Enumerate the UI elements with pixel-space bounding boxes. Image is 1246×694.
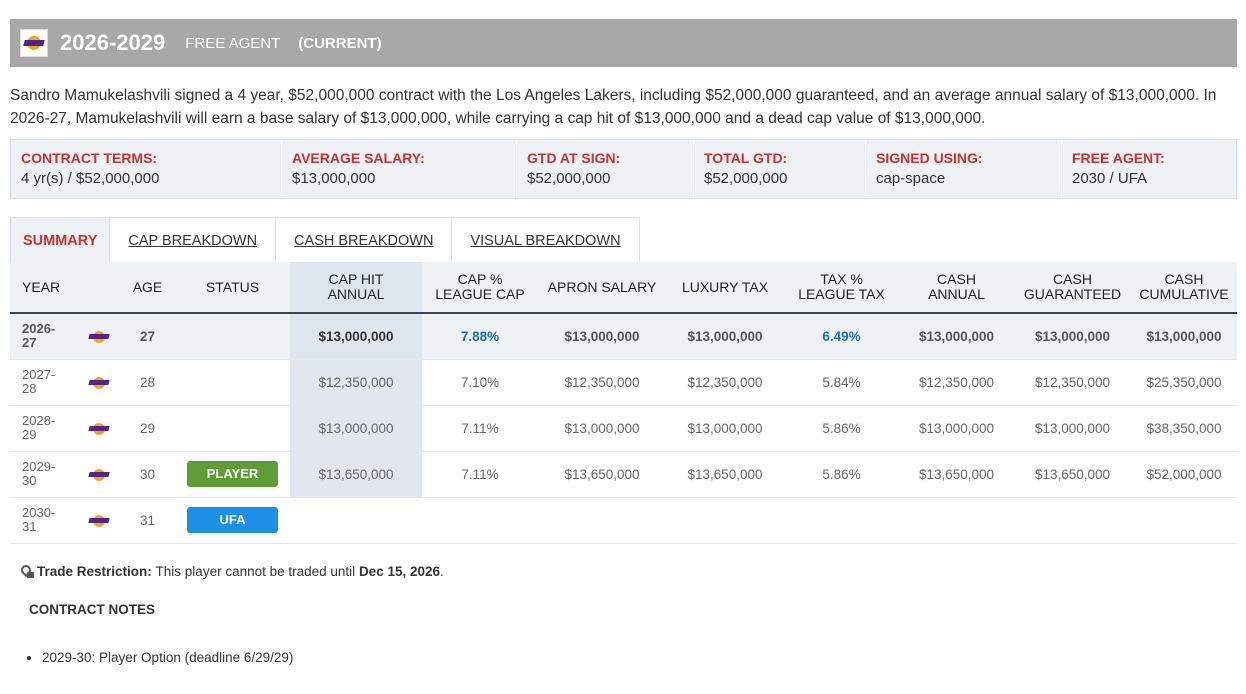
- row-cash-annual: $13,650,000: [899, 451, 1014, 498]
- table-header: YEAR AGE STATUS CAP HIT ANNUAL CAP % LEAGU…: [10, 262, 1237, 314]
- row-luxury-tax: $13,000,000: [666, 405, 784, 452]
- col-cap-hit: CAP HIT ANNUAL: [290, 262, 422, 314]
- table-row: 2029- 30 30 PLAYER $13,650,000 7.11% $13,…: [10, 451, 1237, 498]
- col-status: STATUS: [175, 262, 290, 314]
- col-luxury-tax: LUXURY TAX: [666, 262, 784, 314]
- contract-notes-title: CONTRACT NOTES: [29, 602, 155, 617]
- row-cash-cumulative: $25,350,000: [1131, 359, 1237, 406]
- row-year: 2028- 29: [10, 405, 78, 452]
- term-gtd-at-sign: GTD AT SIGN: $52,000,000: [517, 140, 694, 198]
- row-cap-pct: 7.10%: [422, 359, 538, 406]
- row-age: 29: [120, 405, 175, 452]
- row-age: 28: [120, 359, 175, 406]
- term-average-salary: AVERAGE SALARY: $13,000,000: [282, 140, 517, 198]
- row-apron: $13,650,000: [538, 451, 666, 498]
- row-year: 2029- 30: [10, 451, 78, 498]
- row-apron: $12,350,000: [538, 359, 666, 406]
- row-cap-hit: $13,650,000: [290, 451, 422, 498]
- row-cash-guaranteed: $13,650,000: [1014, 451, 1131, 498]
- row-tax-pct: 5.86%: [784, 405, 899, 452]
- tab-visual-breakdown[interactable]: VISUAL BREAKDOWN: [470, 232, 621, 249]
- lakers-logo-icon: [78, 313, 120, 360]
- table-row: 2028- 29 29 $13,000,000 7.11% $13,000,000…: [10, 405, 1237, 452]
- row-status: [175, 405, 290, 452]
- term-free-agent: FREE AGENT: 2030 / UFA: [1072, 150, 1165, 187]
- location-lock-icon: [18, 562, 34, 579]
- col-cap-pct: CAP % LEAGUE CAP: [422, 262, 538, 314]
- row-cash-annual: $13,000,000: [899, 405, 1014, 452]
- contract-summary: Sandro Mamukelashvili signed a 4 year, $…: [10, 87, 1217, 127]
- row-tax-pct: 6.49%: [784, 313, 899, 360]
- row-cap-hit: $12,350,000: [290, 359, 422, 406]
- row-cap-pct: 7.11%: [422, 451, 538, 498]
- col-cash-cumulative: CASH CUMULATIVE: [1131, 262, 1237, 314]
- contract-status: FREE AGENT: [185, 34, 281, 52]
- row-cap-hit: $13,000,000: [290, 313, 422, 360]
- ufa-badge[interactable]: UFA: [187, 507, 278, 533]
- lakers-logo-icon: [78, 497, 120, 544]
- lakers-logo-icon[interactable]: [20, 29, 48, 57]
- row-cap-pct: 7.11%: [422, 405, 538, 452]
- contract-terms-bar: CONTRACT TERMS: 4 yr(s) / $52,000,000 AV…: [10, 139, 1237, 199]
- row-cash-guaranteed: $13,000,000: [1014, 313, 1131, 360]
- current-label: (CURRENT): [298, 34, 382, 52]
- row-status: [175, 359, 290, 406]
- col-apron-salary: APRON SALARY: [538, 262, 666, 314]
- tab-summary[interactable]: SUMMARY: [11, 218, 111, 263]
- row-age: 30: [120, 451, 175, 498]
- col-tax-pct: TAX % LEAGUE TAX: [784, 262, 899, 314]
- row-cash-cumulative: $38,350,000: [1131, 405, 1237, 452]
- lakers-logo-icon: [78, 359, 120, 406]
- row-luxury-tax: $13,000,000: [666, 313, 784, 360]
- row-cash-guaranteed: $12,350,000: [1014, 359, 1131, 406]
- trade-restriction: Trade Restriction: This player cannot be…: [18, 562, 444, 579]
- row-luxury-tax: $13,650,000: [666, 451, 784, 498]
- row-cash-cumulative: $52,000,000: [1131, 451, 1237, 498]
- row-cash-annual: $13,000,000: [899, 313, 1014, 360]
- lakers-logo-icon: [78, 405, 120, 452]
- col-year: YEAR: [10, 262, 120, 314]
- row-cap-pct: 7.88%: [422, 313, 538, 360]
- term-signed-using: SIGNED USING: cap-space: [866, 140, 1062, 198]
- row-apron: $13,000,000: [538, 313, 666, 360]
- contract-years: 2026-2029: [60, 30, 166, 55]
- col-cash-guaranteed: CASH GUARANTEED: [1014, 262, 1131, 314]
- row-cap-hit: $13,000,000: [290, 405, 422, 452]
- table-row: 2030- 31 31 UFA: [10, 497, 1237, 544]
- row-age: 27: [120, 313, 175, 360]
- row-age: 31: [120, 497, 175, 544]
- contract-header: 2026-2029 FREE AGENT (CURRENT): [10, 19, 1237, 67]
- term-contract-terms: CONTRACT TERMS: 4 yr(s) / $52,000,000: [11, 140, 282, 198]
- row-cash-annual: $12,350,000: [899, 359, 1014, 406]
- tab-cash-breakdown[interactable]: CASH BREAKDOWN: [276, 218, 453, 263]
- player-option-badge[interactable]: PLAYER: [187, 461, 278, 487]
- list-item: 2029-30: Player Option (deadline 6/29/29…: [42, 650, 293, 665]
- contract-notes-list: 2029-30: Player Option (deadline 6/29/29…: [42, 650, 293, 665]
- row-year: 2027- 28: [10, 359, 78, 406]
- row-apron: $13,000,000: [538, 405, 666, 452]
- lakers-logo-icon: [78, 451, 120, 498]
- table-row: 2026- 27 27 $13,000,000 7.88% $13,000,000…: [10, 313, 1237, 360]
- tab-cap-breakdown[interactable]: CAP BREAKDOWN: [110, 218, 277, 263]
- table-row: 2027- 28 28 $12,350,000 7.10% $12,350,000…: [10, 359, 1237, 406]
- row-status: UFA: [175, 497, 290, 544]
- row-status: PLAYER: [175, 451, 290, 498]
- row-tax-pct: 5.86%: [784, 451, 899, 498]
- col-age: AGE: [120, 262, 175, 314]
- breakdown-tabs: SUMMARY CAP BREAKDOWN CASH BREAKDOWN VIS…: [10, 217, 640, 263]
- row-cash-guaranteed: $13,000,000: [1014, 405, 1131, 452]
- row-year: 2030- 31: [10, 497, 78, 544]
- term-total-gtd: TOTAL GTD: $52,000,000: [694, 140, 866, 198]
- col-cash-annual: CASH ANNUAL: [899, 262, 1014, 314]
- row-tax-pct: 5.84%: [784, 359, 899, 406]
- row-luxury-tax: $12,350,000: [666, 359, 784, 406]
- row-cash-cumulative: $13,000,000: [1131, 313, 1237, 360]
- contract-table: YEAR AGE STATUS CAP HIT ANNUAL CAP % LEAGU…: [10, 262, 1237, 544]
- row-status: [175, 313, 290, 360]
- row-year: 2026- 27: [10, 313, 78, 360]
